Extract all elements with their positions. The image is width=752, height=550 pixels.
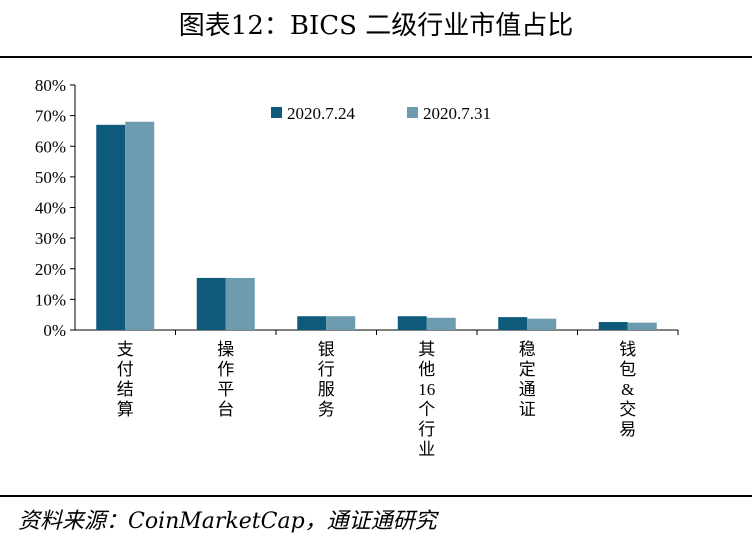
legend-swatch bbox=[271, 107, 282, 118]
source-note: 资料来源：CoinMarketCap，通证通研究 bbox=[18, 509, 437, 534]
legend-swatch bbox=[407, 107, 418, 118]
bar-1 bbox=[196, 277, 226, 330]
bar-1 bbox=[598, 322, 628, 330]
bar-2 bbox=[426, 317, 456, 330]
y-tick-label: 50% bbox=[35, 168, 66, 187]
x-tick-label: 银行服务 bbox=[318, 340, 335, 419]
y-tick-label: 20% bbox=[35, 260, 66, 279]
bar-1 bbox=[297, 316, 327, 330]
y-tick-label: 80% bbox=[35, 76, 66, 95]
bars bbox=[96, 121, 657, 330]
legend-label: 2020.7.24 bbox=[287, 104, 356, 123]
legend: 2020.7.24 2020.7.31 bbox=[271, 104, 491, 123]
bar-1 bbox=[498, 317, 528, 330]
y-tick-label: 10% bbox=[35, 290, 66, 309]
legend-label: 2020.7.31 bbox=[423, 104, 491, 123]
y-tick-label: 0% bbox=[43, 321, 66, 340]
title-divider bbox=[0, 56, 752, 58]
x-tick-label: 稳定通证 bbox=[519, 340, 536, 419]
y-axis: 0% 10% 20% 30% 40% 50% 60% 70% 80% bbox=[35, 76, 76, 340]
bar-1 bbox=[96, 124, 126, 330]
chart-title: 图表12：BICS 二级行业市值占比 bbox=[178, 11, 574, 41]
y-tick-label: 70% bbox=[35, 107, 66, 126]
bar-2 bbox=[627, 322, 657, 330]
x-tick-label: 支付结算 bbox=[117, 340, 134, 419]
bar-1 bbox=[397, 316, 427, 330]
bar-2 bbox=[326, 316, 356, 330]
bar-chart: 0% 10% 20% 30% 40% 50% 60% 70% 80% 支付结算 操作平台 银行服务 其… bbox=[35, 76, 679, 459]
y-tick-label: 40% bbox=[35, 199, 66, 218]
x-tick-label: 操作平台 bbox=[217, 340, 234, 419]
x-tick-label: 钱包&交易 bbox=[619, 340, 636, 439]
x-tick-label: 其他 16 个行业 bbox=[418, 340, 435, 459]
y-tick-label: 60% bbox=[35, 137, 66, 156]
y-tick-label: 30% bbox=[35, 229, 66, 248]
bar-2 bbox=[125, 121, 155, 330]
bar-2 bbox=[527, 318, 557, 330]
bar-2 bbox=[225, 277, 255, 330]
source-divider bbox=[0, 495, 752, 497]
x-axis: 支付结算 操作平台 银行服务 其他 16 个行业 稳定通证 钱包&交易 bbox=[75, 329, 679, 459]
